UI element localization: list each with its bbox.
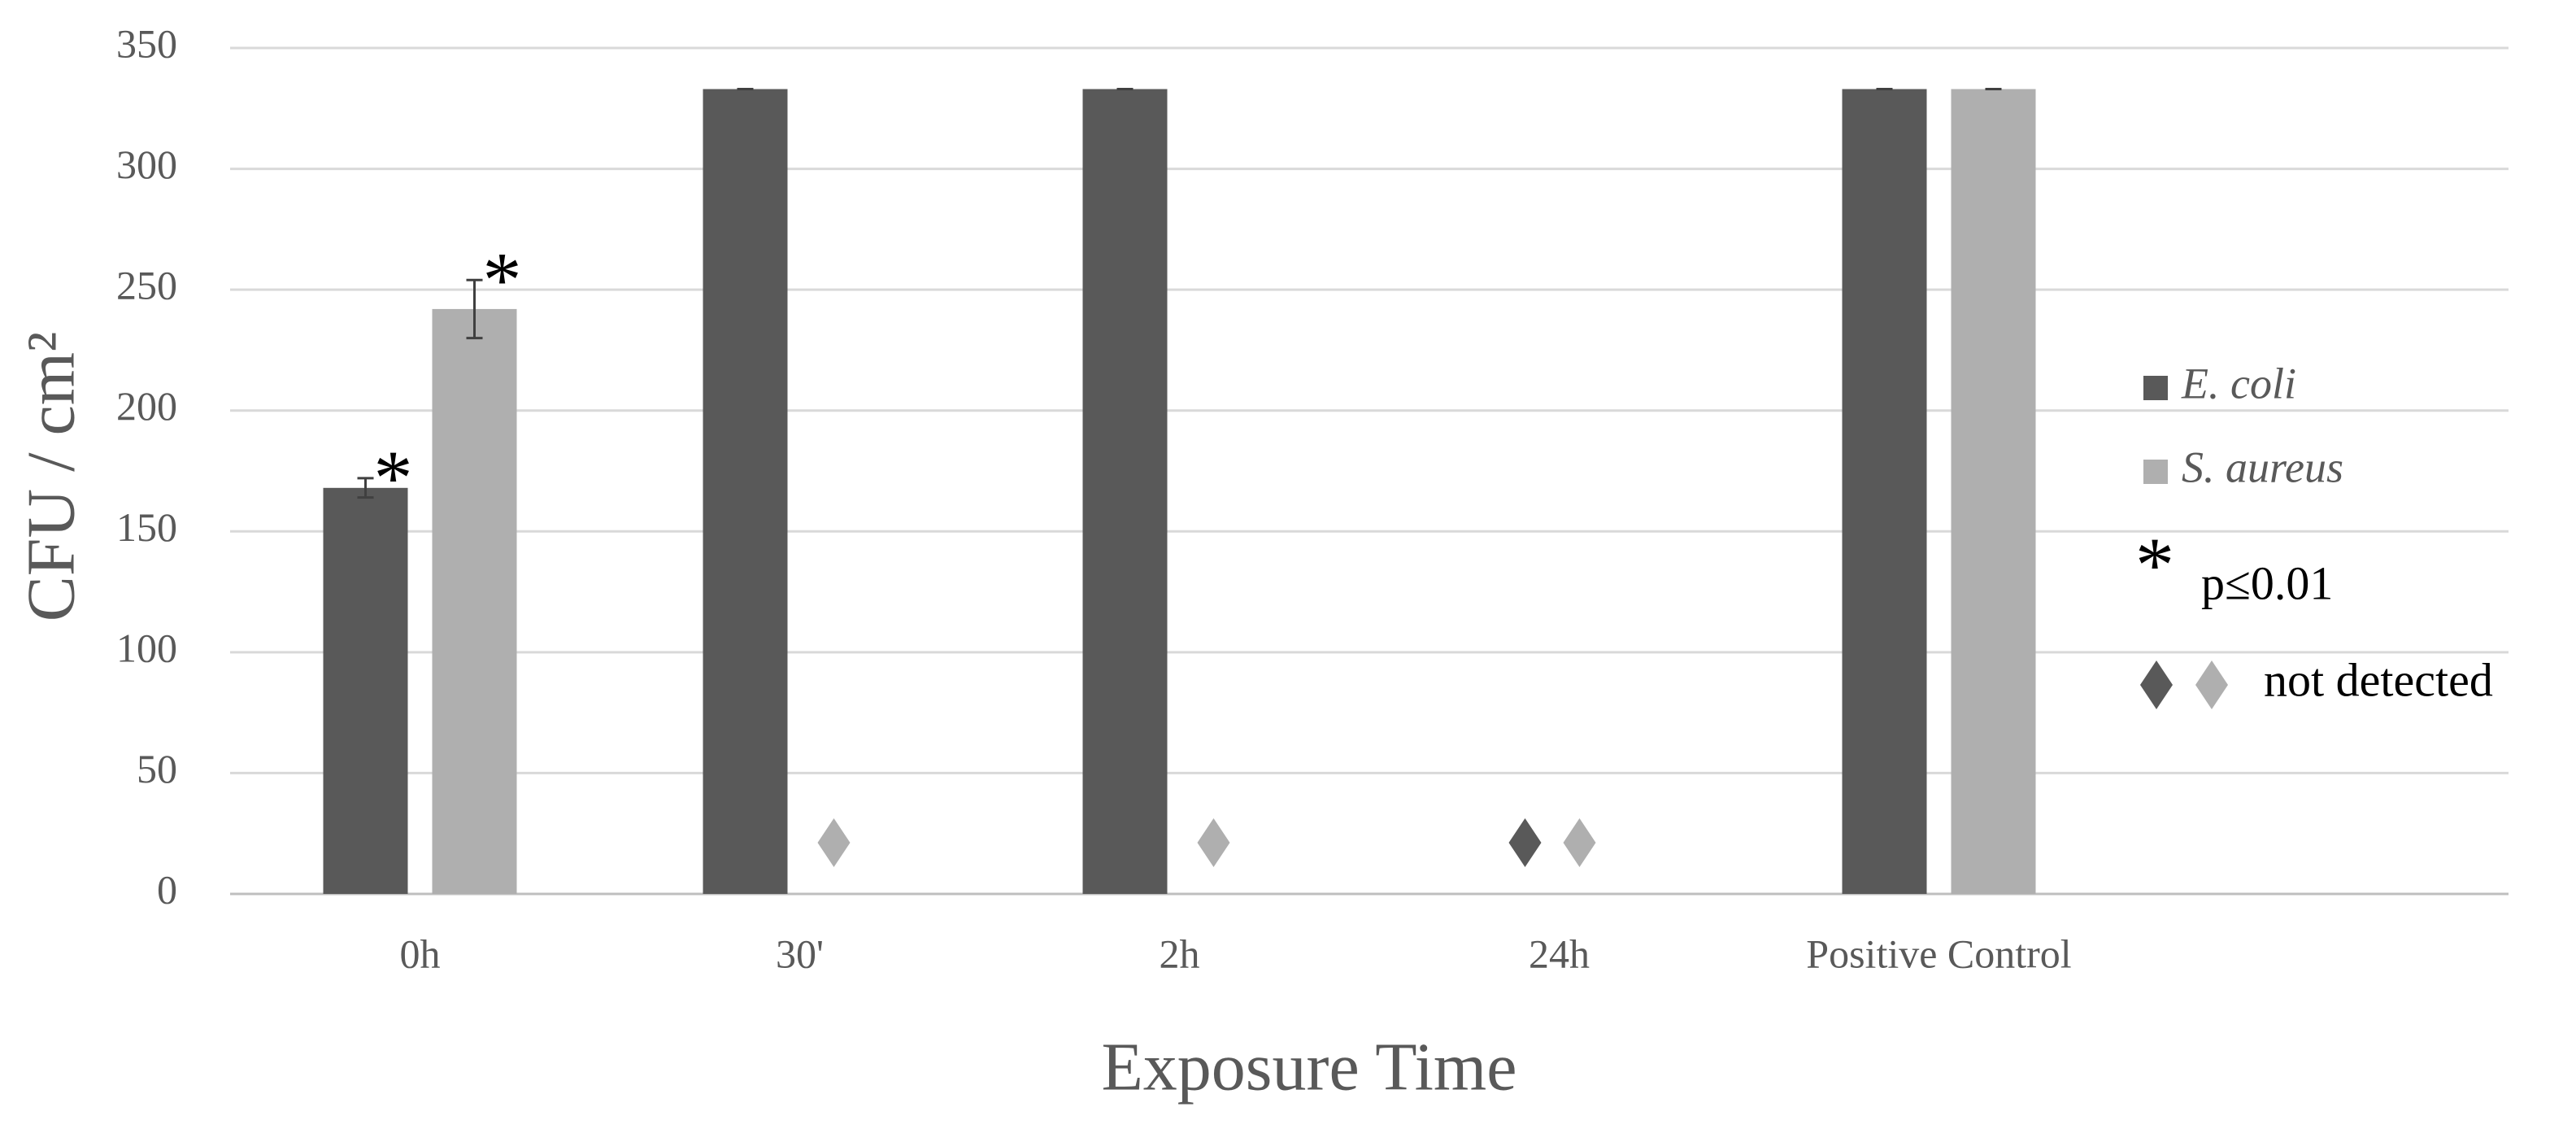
error-bar: [357, 477, 374, 499]
y-tick-label: 350: [116, 20, 177, 66]
not-detected-marker: [2140, 660, 2173, 709]
bar: [703, 89, 788, 894]
significance-star: *: [374, 434, 413, 521]
x-tick-label: 0h: [400, 931, 441, 976]
x-axis-title: Exposure Time: [1101, 1029, 1516, 1105]
y-axis-title: CFU / cm²: [13, 332, 89, 622]
legend-not-detected: not detected: [2264, 653, 2493, 706]
bar: [1842, 89, 1927, 894]
error-bar: [466, 278, 483, 340]
x-tick-label: 24h: [1529, 931, 1590, 976]
not-detected-marker: [817, 818, 851, 867]
legend-significance-label: p≤0.01: [2201, 556, 2333, 609]
bar: [1951, 89, 2036, 894]
legend-swatch: [2143, 460, 2168, 484]
significance-star: *: [483, 236, 522, 323]
x-tick-label: 2h: [1160, 931, 1200, 976]
legend-label: S. aureus: [2182, 442, 2343, 491]
not-detected-marker: [1563, 818, 1596, 867]
legend-label: E. coli: [2181, 359, 2296, 408]
legend-swatch: [2143, 376, 2168, 400]
y-tick-label: 150: [116, 504, 177, 550]
y-tick-label: 300: [116, 142, 177, 187]
not-detected-marker: [1197, 818, 1230, 867]
bar: [432, 308, 517, 894]
y-tick-label: 250: [116, 263, 177, 308]
legend-significance-symbol: *: [2135, 521, 2174, 608]
y-tick-label: 200: [116, 383, 177, 429]
bar: [323, 487, 408, 894]
not-detected-marker: [1508, 818, 1542, 867]
y-tick-label: 50: [137, 746, 177, 791]
bar: [1082, 89, 1168, 894]
y-tick-label: 0: [157, 866, 177, 912]
x-tick-label: Positive Control: [1806, 931, 2071, 976]
y-tick-label: 100: [116, 625, 177, 670]
not-detected-marker: [2195, 660, 2228, 709]
x-tick-label: 30': [776, 931, 824, 976]
